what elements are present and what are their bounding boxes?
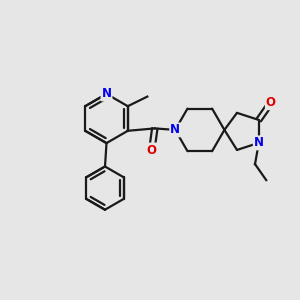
Text: O: O [147, 143, 157, 157]
Text: N: N [170, 123, 180, 136]
Text: N: N [101, 87, 112, 101]
Text: O: O [266, 96, 276, 109]
Text: N: N [254, 136, 264, 149]
